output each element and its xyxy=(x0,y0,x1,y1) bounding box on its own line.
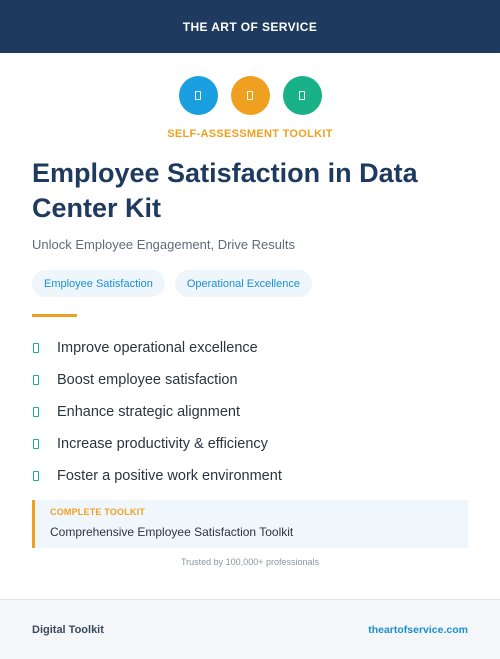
check-icon xyxy=(33,439,39,449)
check-icon xyxy=(33,471,39,481)
footer-bar: Digital Toolkit theartofservice.com xyxy=(0,599,500,659)
list-item: Increase productivity & efficiency xyxy=(32,428,472,460)
benefit-text: Improve operational excellence xyxy=(57,340,258,356)
benefit-text: Increase productivity & efficiency xyxy=(57,436,268,452)
footer-label: Digital Toolkit xyxy=(32,623,104,636)
brand-name: THE ART OF SERVICE xyxy=(182,19,318,34)
accent-divider xyxy=(32,314,77,317)
benefit-text: Enhance strategic alignment xyxy=(57,404,240,420)
list-item: Boost employee satisfaction xyxy=(32,364,472,396)
list-item: Improve operational excellence xyxy=(32,332,472,364)
check-icon xyxy=(33,407,39,417)
website-link[interactable]: theartofservice.com xyxy=(368,623,468,636)
orange-circle-icon xyxy=(230,76,270,115)
benefit-text: Boost employee satisfaction xyxy=(57,372,238,388)
benefit-list: Improve operational excellence Boost emp… xyxy=(32,332,472,492)
page-title: Employee Satisfaction in Data Center Kit xyxy=(32,158,418,223)
benefit-text: Foster a positive work environment xyxy=(57,468,282,484)
tag-employee-satisfaction: Employee Satisfaction xyxy=(32,270,165,297)
check-icon xyxy=(33,343,39,353)
subtitle: Unlock Employee Engagement, Drive Result… xyxy=(32,237,296,252)
eyebrow-label: SELF-ASSESSMENT TOOLKIT xyxy=(167,128,333,140)
list-item: Foster a positive work environment xyxy=(32,460,472,492)
blue-circle-icon xyxy=(178,76,218,115)
toolkit-callout: COMPLETE TOOLKIT Comprehensive Employee … xyxy=(32,500,468,548)
callout-value: Comprehensive Employee Satisfaction Tool… xyxy=(50,525,294,539)
icon-row xyxy=(0,76,500,115)
callout-label: COMPLETE TOOLKIT xyxy=(50,507,146,517)
tag-list: Employee Satisfaction Operational Excell… xyxy=(32,270,312,297)
check-icon xyxy=(33,375,39,385)
tag-operational-excellence: Operational Excellence xyxy=(174,270,312,297)
green-circle-icon xyxy=(282,76,322,115)
header-bar: THE ART OF SERVICE xyxy=(0,0,500,53)
list-item: Enhance strategic alignment xyxy=(32,396,472,428)
trust-note: Trusted by 100,000+ professionals xyxy=(180,557,319,567)
